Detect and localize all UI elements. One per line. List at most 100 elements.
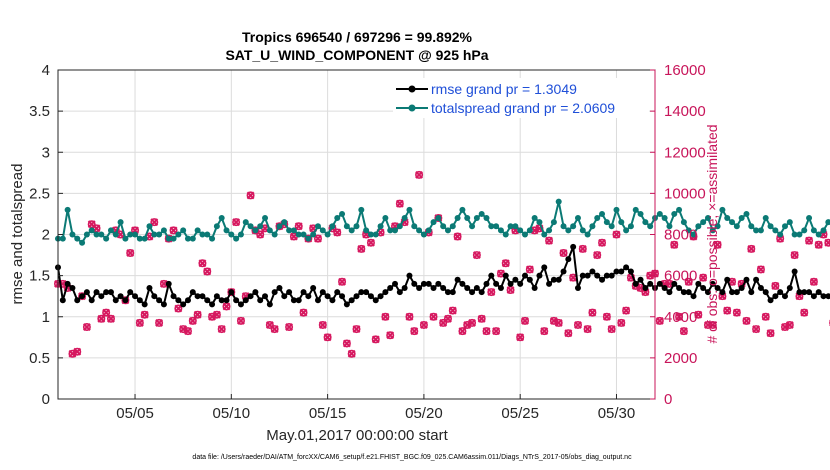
y-tick-label: 3.5 <box>29 103 50 120</box>
rmse-point <box>632 280 639 287</box>
obs-assimilated-point <box>395 199 404 208</box>
obs-possible-point <box>771 281 780 290</box>
totalspread-point <box>647 223 654 230</box>
obs-assimilated-stroke <box>212 310 221 319</box>
obs-assimilated-point <box>107 314 115 323</box>
totalspread-point <box>440 223 447 230</box>
totalspread-point <box>560 223 567 230</box>
totalspread-point <box>194 227 201 234</box>
obs-assimilated-stroke <box>140 310 149 319</box>
obs-assimilated-stroke <box>265 321 274 329</box>
obs-assimilated-stroke <box>569 273 578 282</box>
obs-assimilated-point <box>410 327 419 336</box>
totalspread-point <box>507 223 514 230</box>
totalspread-point <box>319 227 326 234</box>
obs-assimilated-stroke <box>559 249 568 257</box>
rmse-point <box>613 268 620 275</box>
obs-assimilated-point <box>501 259 510 268</box>
rmse-point <box>112 297 119 304</box>
rmse-point <box>459 280 466 287</box>
totalspread-point <box>435 215 442 222</box>
obs-possible-point <box>338 277 347 286</box>
obs-assimilated-point <box>338 277 346 286</box>
obs-assimilated-point <box>208 312 216 321</box>
obs-assimilated-point <box>598 238 606 247</box>
rmse-point <box>517 280 524 287</box>
obs-possible-point <box>679 327 688 336</box>
rmse-point <box>237 301 244 308</box>
rmse-point <box>560 268 567 275</box>
rmse-point <box>406 272 413 279</box>
obs-assimilated-stroke <box>237 316 245 325</box>
obs-assimilated-point <box>419 321 428 329</box>
totalspread-point <box>464 215 471 222</box>
obs-possible-point <box>482 327 491 336</box>
totalspread-point <box>502 231 509 238</box>
rmse-point <box>676 284 683 291</box>
obs-possible-point <box>684 277 693 286</box>
totalspread-point <box>444 227 451 234</box>
totalspread-point <box>536 219 543 226</box>
obs-assimilated-point <box>323 333 332 342</box>
totalspread-point <box>526 227 533 234</box>
obs-assimilated-stroke <box>530 226 539 235</box>
obs-assimilated-point <box>256 230 265 239</box>
obs-assimilated-stroke <box>665 279 674 288</box>
obs-assimilated-stroke <box>342 339 351 348</box>
obs-possible-point <box>251 226 260 235</box>
obs-possible-point <box>270 325 279 334</box>
rmse-point <box>103 289 110 296</box>
obs-assimilated-stroke <box>501 259 510 268</box>
obs-possible-point <box>371 335 380 344</box>
obs-possible-point <box>236 316 245 325</box>
obs-possible-point <box>82 323 91 332</box>
obs-assimilated-stroke <box>732 308 741 317</box>
obs-assimilated-point <box>347 349 356 358</box>
rmse-point <box>218 297 225 304</box>
rmse-point <box>117 293 124 300</box>
obs-possible-point <box>193 310 202 319</box>
obs-possible-point <box>487 288 496 297</box>
totalspread-point <box>555 198 562 205</box>
obs-assimilated-point <box>193 310 202 319</box>
rmse-point <box>170 293 177 300</box>
obs-assimilated-stroke <box>285 323 294 331</box>
totalspread-point <box>175 231 182 238</box>
obs-assimilated-stroke <box>521 316 529 325</box>
obs-possible-point <box>265 320 274 329</box>
obs-assimilated-stroke <box>371 335 380 344</box>
rmse-point <box>546 280 553 287</box>
obs-assimilated-stroke <box>193 310 202 319</box>
obs-assimilated-stroke <box>184 327 192 336</box>
y-right-tick-label: 8000 <box>664 227 697 244</box>
obs-possible-point <box>824 238 830 247</box>
obs-possible-point <box>121 296 130 305</box>
obs-assimilated-point <box>169 226 178 235</box>
rmse-point <box>786 284 793 291</box>
obs-assimilated-point <box>160 279 168 288</box>
y-right-tick-label: 6000 <box>664 268 697 285</box>
obs-assimilated-point <box>458 327 467 336</box>
obs-assimilated-stroke <box>708 321 717 329</box>
rmse-point <box>334 289 341 296</box>
x-tick-label: 05/20 <box>405 405 443 422</box>
obs-assimilated-stroke <box>679 327 688 336</box>
obs-assimilated-stroke <box>477 314 486 323</box>
obs-assimilated-point <box>463 321 472 329</box>
obs-assimilated-point <box>761 312 770 321</box>
totalspread-point <box>170 235 177 242</box>
totalspread-point <box>627 223 634 230</box>
rmse-point <box>748 289 755 296</box>
legend-box <box>393 78 649 118</box>
rmse-point <box>690 293 697 300</box>
obs-possible-point <box>612 230 621 239</box>
obs-assimilated-stroke <box>747 244 756 253</box>
totalspread-point <box>290 227 297 234</box>
rmse-point <box>310 284 317 291</box>
x-tick-label: 05/25 <box>501 405 539 422</box>
totalspread-point <box>801 227 808 234</box>
rmse-point <box>695 280 702 287</box>
obs-assimilated-point <box>299 308 308 317</box>
totalspread-point <box>252 227 259 234</box>
